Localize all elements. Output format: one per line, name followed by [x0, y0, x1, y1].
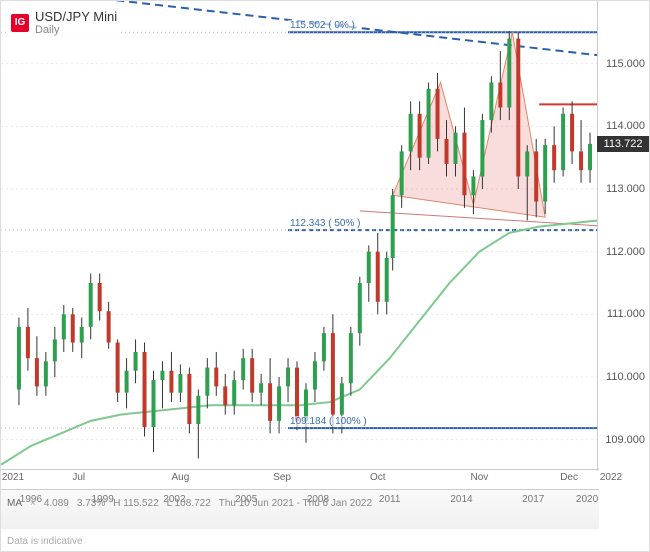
- x-tick-month: Jul: [72, 472, 85, 483]
- y-axis: 109.000 110.000 111.000 112.000 113.000 114.0…: [597, 1, 649, 471]
- x-tick-month: Sep: [273, 472, 291, 483]
- chart-container: 115.502 ( 0% ) 112.343 ( 50% ) 109.184 ( 1…: [0, 0, 650, 552]
- x-tick-month: 2022: [600, 472, 622, 483]
- last-price-tag: 113.722: [597, 136, 649, 152]
- disclaimer-text: Data is indicative: [7, 536, 83, 547]
- broker-logo: IG: [11, 14, 29, 32]
- ma-value: 4.089: [44, 498, 69, 509]
- y-tick: 113.000: [606, 183, 645, 195]
- x-tick-month: 2021: [2, 472, 24, 483]
- x-tick-year: 2017: [522, 494, 544, 505]
- x-tick-month: Dec: [560, 472, 578, 483]
- fib-level-label: 109.184 ( 100% ): [288, 416, 369, 427]
- y-tick: 114.000: [606, 120, 645, 132]
- y-tick: 112.000: [606, 246, 645, 258]
- x-tick-year: 2014: [450, 494, 472, 505]
- symbol-label: USD/JPY Mini: [35, 9, 117, 24]
- fib-level-label: 112.343 ( 50% ): [288, 218, 362, 229]
- x-axis-years: 199619992002200520082011201420172020: [1, 489, 599, 529]
- y-tick: 110.000: [606, 371, 645, 383]
- high-label: H 115.522: [113, 498, 158, 509]
- ma-percent: 3.73%: [77, 498, 105, 509]
- footer: Data is indicative: [7, 536, 83, 547]
- y-tick: 111.000: [607, 308, 645, 320]
- x-tick-year: 2011: [379, 494, 401, 505]
- x-tick-month: Aug: [171, 472, 189, 483]
- price-plot[interactable]: 115.502 ( 0% ) 112.343 ( 50% ) 109.184 ( 1…: [1, 1, 599, 471]
- timeframe-label: Daily: [35, 24, 117, 36]
- date-range-label: Thu 10 Jun 2021 - Thu 6 Jan 2022: [219, 498, 372, 509]
- indicator-status-row: MA × 4.089 3.73% H 115.522 L 108.722 Thu…: [7, 498, 372, 509]
- y-tick: 115.000: [606, 58, 645, 70]
- x-tick-year: 2020: [576, 494, 598, 505]
- low-label: L 108.722: [167, 498, 211, 509]
- x-tick-month: Nov: [470, 472, 488, 483]
- x-tick-month: Oct: [370, 472, 386, 483]
- x-axis-months: 2021JulAugSepOctNovDec2022: [1, 469, 599, 489]
- fib-level-label: 115.502 ( 0% ): [288, 20, 357, 31]
- y-tick: 109.000: [605, 434, 645, 446]
- chart-title-bar: IG USD/JPY Mini Daily: [7, 7, 121, 38]
- ma-indicator-label[interactable]: MA: [7, 498, 22, 509]
- close-icon[interactable]: ×: [30, 498, 36, 509]
